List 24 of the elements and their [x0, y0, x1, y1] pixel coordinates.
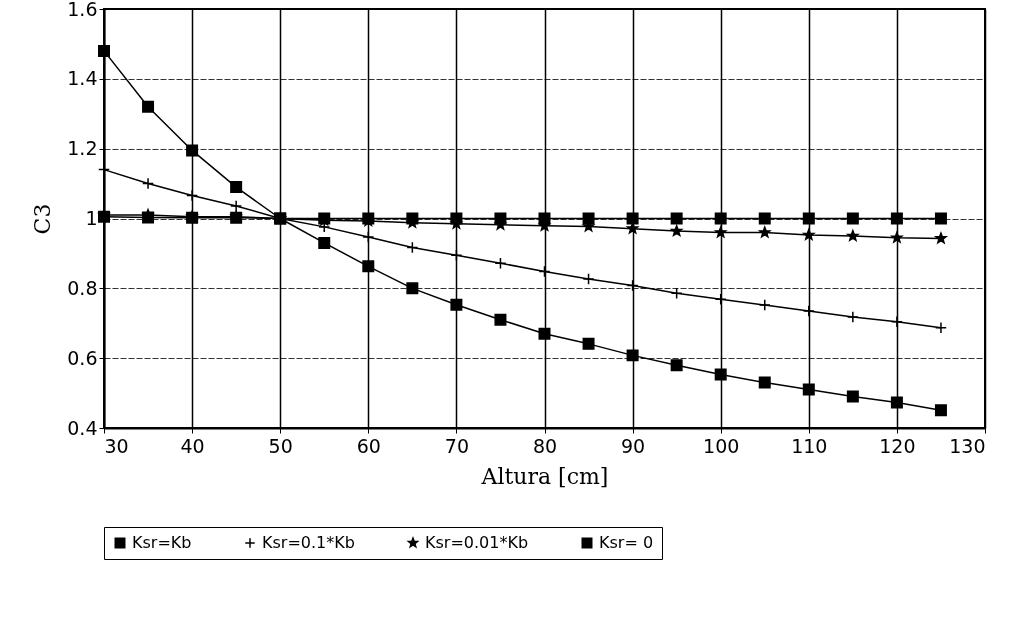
x-tick-label: 110: [791, 434, 828, 457]
x-axis-title: Altura [cm]: [480, 463, 609, 489]
y-axis-title: C3: [30, 203, 56, 235]
x-tick-label: 80: [532, 434, 558, 457]
x-tick-label: 40: [180, 434, 205, 457]
x-tick-label: 130: [949, 434, 986, 457]
legend-label: Ksr=0.1*Kb: [262, 533, 355, 552]
y-tick-label: 0.6: [67, 346, 98, 369]
x-tick-label: 60: [356, 434, 381, 457]
y-tick-label: 1.4: [67, 67, 98, 90]
legend-label: Ksr=Kb: [132, 533, 192, 552]
x-tick-label: 100: [703, 434, 740, 457]
y-tick-label: 1.6: [67, 0, 98, 20]
y-tick-label: 0.4: [67, 416, 98, 439]
x-tick-label: 30: [104, 434, 129, 457]
x-tick-label: 70: [444, 434, 469, 457]
legend-label: Ksr= 0: [599, 533, 654, 552]
x-tick-label: 90: [621, 434, 646, 457]
legend-label: Ksr=0.01*Kb: [425, 533, 529, 552]
x-tick-label: 120: [879, 434, 916, 457]
y-tick-label: 1.2: [67, 137, 98, 160]
y-tick-label: 1: [85, 207, 98, 229]
y-tick-label: 0.8: [67, 276, 98, 299]
x-tick-label: 50: [268, 434, 293, 457]
